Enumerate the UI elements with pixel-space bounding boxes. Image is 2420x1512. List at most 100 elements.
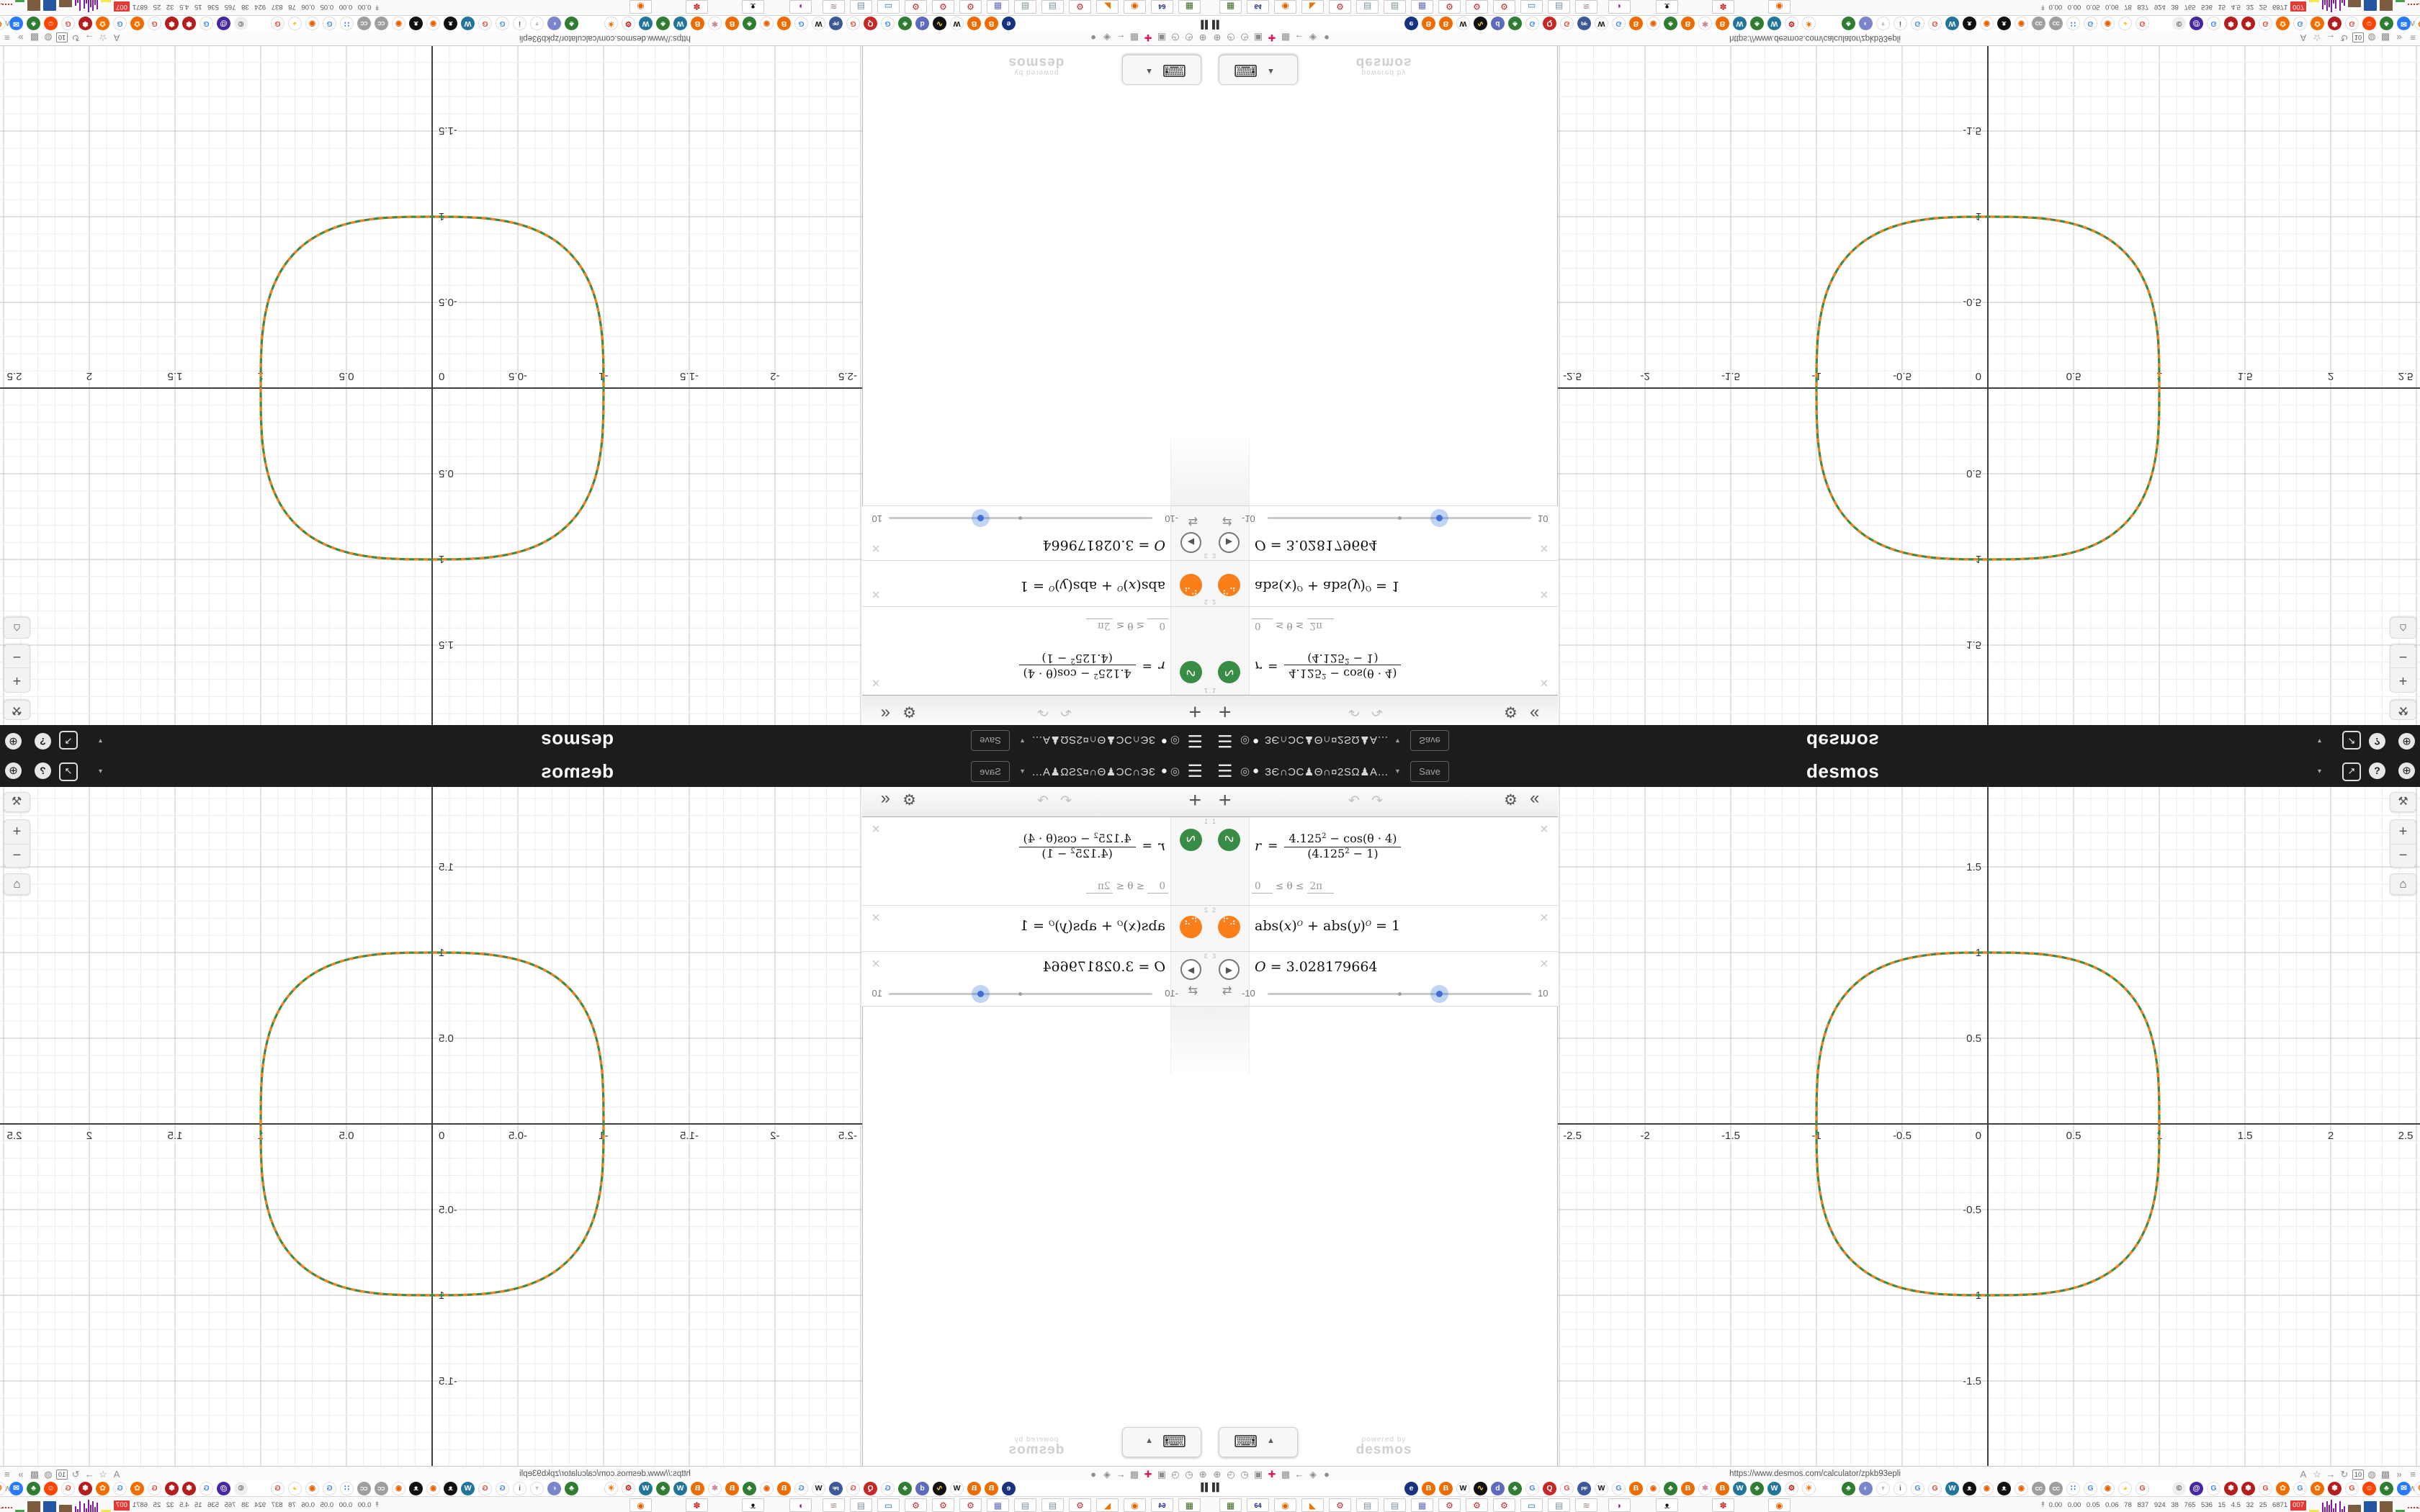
- bookmark-favicon-20[interactable]: ♣: [1750, 1482, 1764, 1495]
- zoom-in-button[interactable]: +: [4, 667, 30, 692]
- bookmark-favicon-34[interactable]: ᴥ: [1997, 1482, 2011, 1495]
- slider-play-button[interactable]: ▶: [1219, 959, 1240, 980]
- slider-min-label[interactable]: -10: [1165, 988, 1178, 999]
- bookmark-favicon-29[interactable]: G: [496, 17, 509, 30]
- expression-row-1[interactable]: 1 ∿ r = 4.1252 − cos(θ · 4) (4.1252 − 1)…: [1210, 817, 1558, 906]
- taskbar-app-13[interactable]: ≋: [1575, 1498, 1597, 1512]
- addressbar-right-icon-3[interactable]: ↻: [71, 32, 80, 44]
- bookmark-favicon-25[interactable]: ♣: [565, 17, 578, 30]
- bookmark-favicon-14[interactable]: ◉: [1646, 17, 1660, 30]
- bookmark-favicon-15[interactable]: ♣: [1664, 17, 1677, 30]
- bookmark-favicon-3[interactable]: W: [1456, 1482, 1470, 1495]
- bookmark-favicon-25[interactable]: ♣: [1842, 17, 1855, 30]
- pinned-bars-icon[interactable]: ▌▌: [1199, 20, 1208, 29]
- bookmark-favicon-45[interactable]: @: [2190, 17, 2203, 30]
- taskbar-app-5[interactable]: ▤: [1041, 0, 1064, 14]
- bookmark-favicon-48[interactable]: ✽: [2241, 17, 2255, 30]
- taskbar-app-2[interactable]: ◉: [1274, 1498, 1296, 1512]
- row1-close-icon[interactable]: ×: [871, 822, 880, 837]
- taskbar-app-17[interactable]: ◉: [629, 1498, 652, 1512]
- help-button[interactable]: ?: [35, 762, 51, 779]
- globe-button[interactable]: ⊕: [2398, 733, 2415, 750]
- graph-paper[interactable]: -2.5 -2 -1.5 -1 -0.5 0 0.5 1 1.5 2 2.5 -1.5 -1 -0.5 0.…: [0, 46, 862, 725]
- superellipse-equation[interactable]: abs(x)O + abs(y)O = 1: [1255, 578, 1401, 594]
- bookmark-favicon-48[interactable]: ✽: [165, 1482, 179, 1495]
- bookmark-favicon-34[interactable]: ᴥ: [1997, 17, 2011, 30]
- addressbar-right-icon-6[interactable]: ▩: [30, 32, 40, 44]
- polar-equation[interactable]: r = 4.1252 − cos(θ · 4) (4.1252 − 1): [1018, 652, 1165, 680]
- bookmark-favicon-18[interactable]: B: [691, 1482, 704, 1495]
- graph-settings-wrench-button[interactable]: ⚒: [2390, 700, 2416, 720]
- bookmark-favicon-51[interactable]: G: [2293, 1482, 2307, 1495]
- zoom-out-button[interactable]: −: [12, 847, 22, 863]
- graph-settings-wrench-button[interactable]: ⚒: [4, 700, 30, 720]
- addressbar-right-icon-8[interactable]: ≡: [4, 32, 10, 43]
- pinned-bars-icon[interactable]: ▌▌: [1199, 1483, 1208, 1492]
- show-keyboard-button[interactable]: ⌨ ▲: [1219, 1427, 1298, 1457]
- taskbar-app-1[interactable]: 64: [1151, 0, 1173, 14]
- undo-button[interactable]: ↶: [1060, 793, 1072, 809]
- bookmark-favicon-7[interactable]: G: [881, 1482, 895, 1495]
- bookmark-favicon-31[interactable]: W: [1945, 17, 1959, 30]
- bookmark-favicon-9[interactable]: G: [1560, 1482, 1574, 1495]
- bookmarks-overflow-icon[interactable]: ∧: [2409, 19, 2416, 29]
- addressbar-right-icon-4[interactable]: 10: [56, 1469, 68, 1480]
- bookmark-favicon-38[interactable]: ∷: [340, 1482, 354, 1495]
- bookmark-favicon-37[interactable]: CC: [2049, 17, 2063, 30]
- open-graph-menu-icon[interactable]: ☰: [1187, 762, 1203, 781]
- bookmark-favicon-27[interactable]: ♆: [530, 17, 544, 30]
- superellipse-equation[interactable]: abs(x)O + abs(y)O = 1: [1255, 918, 1401, 934]
- domain-hi-input[interactable]: 2π: [1307, 881, 1334, 894]
- addressbar-right-icon-6[interactable]: ▩: [2380, 32, 2390, 44]
- taskbar-app-8[interactable]: ⚙: [1438, 1498, 1461, 1512]
- row3-close-icon[interactable]: ×: [1540, 540, 1549, 556]
- bookmark-favicon-4[interactable]: ∿: [1474, 1482, 1487, 1495]
- taskbar-app-16[interactable]: ✽: [686, 0, 708, 14]
- bookmark-favicon-27[interactable]: ♆: [1876, 17, 1890, 30]
- taskbar-app-12[interactable]: ▤: [1548, 1498, 1570, 1512]
- taskbar-app-17[interactable]: ◉: [1768, 1498, 1791, 1512]
- language-caret-icon[interactable]: ▾: [98, 768, 102, 775]
- bookmark-favicon-4[interactable]: ∿: [1474, 17, 1487, 30]
- default-viewport-home-button[interactable]: ⌂: [2390, 617, 2416, 639]
- bookmark-favicon-5[interactable]: d: [1491, 1482, 1505, 1495]
- bookmark-favicon-0[interactable]: e: [1002, 1482, 1016, 1495]
- expression-row-3[interactable]: 3 ▶ ⇄ O = 3.028179664 -10 10: [1210, 952, 1558, 1007]
- domain-hi-input[interactable]: 2π: [1086, 618, 1113, 631]
- bookmark-favicon-5[interactable]: d: [1491, 17, 1505, 30]
- bookmark-favicon-5[interactable]: d: [915, 1482, 929, 1495]
- taskbar-app-3[interactable]: ◣: [1096, 1498, 1119, 1512]
- bookmark-favicon-34[interactable]: ᴥ: [409, 1482, 423, 1495]
- taskbar-app-11[interactable]: ▭: [1520, 1498, 1543, 1512]
- addressbar-left-icon-0[interactable]: ⊕: [1213, 1468, 1222, 1480]
- expression-row-1[interactable]: 1 ∿ r = 4.1252 − cos(θ · 4) (4.1252 − 1)…: [862, 817, 1210, 906]
- bookmark-favicon-41[interactable]: ◕: [2118, 1482, 2132, 1495]
- desmos-logo[interactable]: desmos: [540, 730, 614, 752]
- bookmark-favicon-6[interactable]: ♣: [898, 17, 912, 30]
- bookmark-favicon-12[interactable]: G: [1612, 17, 1626, 30]
- domain-hi-input[interactable]: 2π: [1086, 881, 1113, 894]
- bookmark-favicon-12[interactable]: G: [1612, 1482, 1626, 1495]
- bookmark-favicon-37[interactable]: CC: [357, 1482, 371, 1495]
- superellipse-equation[interactable]: abs(x)O + abs(y)O = 1: [1019, 918, 1165, 934]
- taskbar-app-3[interactable]: ◣: [1096, 0, 1119, 14]
- bookmark-favicon-42[interactable]: G: [271, 1482, 284, 1495]
- bookmark-favicon-9[interactable]: G: [846, 17, 860, 30]
- help-button[interactable]: ?: [35, 733, 51, 750]
- bookmark-favicon-8[interactable]: Q: [1543, 17, 1556, 30]
- undo-button[interactable]: ↶: [1348, 703, 1360, 719]
- taskbar-app-1[interactable]: 64: [1247, 0, 1269, 14]
- bookmark-favicon-50[interactable]: ✿: [130, 1482, 144, 1495]
- taskbar-app-4[interactable]: ⚙: [1069, 0, 1091, 14]
- addressbar-right-icon-1[interactable]: ☆: [2313, 32, 2321, 44]
- bookmark-favicon-46[interactable]: G: [200, 17, 213, 30]
- bookmark-favicon-39[interactable]: G: [323, 17, 336, 30]
- collapse-panel-button[interactable]: «: [1530, 704, 1540, 724]
- bookmark-favicon-57[interactable]: ✉: [2397, 17, 2411, 30]
- bookmark-favicon-22[interactable]: ⚙: [622, 17, 635, 30]
- bookmark-favicon-17[interactable]: ✱: [1698, 17, 1712, 30]
- domain-lo-input[interactable]: 0: [1252, 881, 1273, 894]
- theta-domain[interactable]: 0 ≤ θ ≤ 2π: [1086, 881, 1168, 894]
- bookmark-favicon-19[interactable]: W: [1733, 17, 1747, 30]
- taskbar-app-15[interactable]: ᴥ: [1656, 1498, 1678, 1512]
